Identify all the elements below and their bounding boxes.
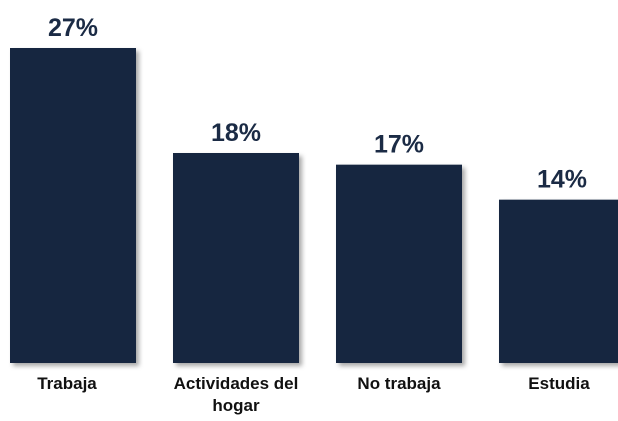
- bar: [173, 153, 299, 363]
- category-label: No trabaja: [357, 374, 441, 393]
- category-label: Estudia: [528, 374, 590, 393]
- category-label: Trabaja: [37, 374, 97, 393]
- bar: [10, 48, 136, 363]
- bar: [499, 199, 618, 363]
- value-label: 17%: [374, 131, 424, 159]
- value-label: 18%: [211, 119, 261, 147]
- bar: [336, 164, 462, 363]
- category-label: Actividades del hogar: [173, 374, 299, 415]
- value-label: 14%: [537, 166, 587, 194]
- value-label: 27%: [48, 14, 98, 42]
